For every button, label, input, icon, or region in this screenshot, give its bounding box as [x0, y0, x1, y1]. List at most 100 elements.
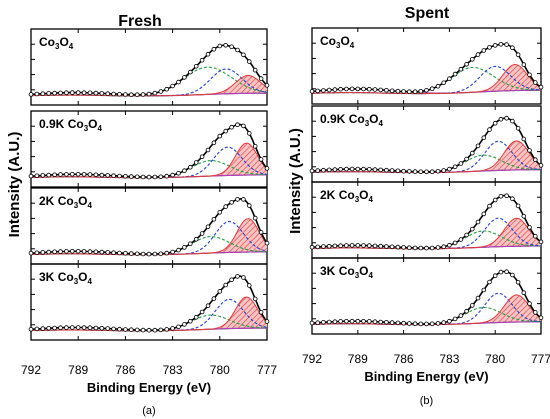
data-point	[326, 243, 332, 249]
data-point	[332, 243, 338, 249]
sample-label-mid: O	[78, 194, 87, 208]
data-point	[252, 67, 258, 73]
panel-label: (b)	[420, 395, 433, 407]
component-red-area	[312, 64, 541, 94]
component-green-line	[312, 154, 541, 174]
data-point	[532, 157, 538, 163]
data-point	[315, 88, 321, 94]
sample-label-sub: 4	[87, 201, 92, 210]
data-point	[129, 174, 134, 179]
data-point	[258, 157, 264, 162]
component-green-line	[312, 66, 542, 94]
sample-label-main: Co	[39, 35, 55, 49]
data-point	[406, 321, 412, 326]
data-point	[182, 245, 187, 250]
data-point	[532, 310, 538, 315]
data-point	[418, 321, 424, 327]
data-point	[424, 321, 429, 327]
data-point	[344, 243, 349, 248]
data-point	[395, 320, 401, 326]
panel-title: Spent	[405, 5, 450, 22]
data-point	[504, 115, 509, 121]
data-point	[46, 91, 51, 96]
data-point	[458, 237, 464, 242]
sample-label-main: Co	[68, 117, 84, 131]
data-point	[81, 90, 87, 95]
sample-label-main: Co	[349, 112, 365, 126]
component-red-area	[31, 143, 267, 178]
x-tick-label: 777	[531, 352, 550, 366]
data-point	[469, 56, 475, 62]
sample-label-mid: O	[88, 117, 97, 131]
data-point	[538, 84, 544, 90]
data-point	[129, 92, 134, 97]
data-point	[93, 172, 99, 178]
data-point	[395, 88, 401, 94]
data-point	[418, 89, 424, 94]
data-point	[401, 320, 406, 326]
data-point	[70, 325, 75, 330]
data-point	[447, 318, 452, 324]
data-point	[464, 232, 469, 238]
data-point	[46, 249, 51, 255]
data-point	[326, 319, 332, 325]
subplot-2: 2K Co3O4	[28, 187, 270, 265]
data-point	[452, 71, 458, 77]
data-point	[129, 327, 134, 333]
component-green-line	[311, 230, 542, 250]
data-point	[447, 242, 452, 248]
sample-label-prefix: 2K	[320, 188, 339, 202]
data-point	[229, 44, 234, 50]
sample-label: 2K Co3O4	[39, 194, 92, 210]
data-point	[117, 173, 122, 179]
data-point	[510, 272, 515, 278]
sample-label-mid: O	[369, 112, 378, 126]
data-point	[264, 83, 270, 88]
data-point	[412, 169, 418, 174]
subplot-3: 3K Co3O4	[309, 257, 544, 335]
data-point	[164, 327, 170, 332]
data-point	[344, 318, 349, 324]
data-point	[58, 90, 63, 96]
component-blue-line	[312, 65, 542, 95]
data-point	[521, 214, 527, 219]
y-axis-label: Intensity (A.U.)	[287, 128, 304, 234]
data-point	[241, 123, 246, 129]
sample-label-sub: 3	[84, 124, 89, 133]
data-point	[264, 319, 270, 324]
data-point	[93, 249, 99, 255]
data-point	[424, 169, 429, 175]
data-point	[158, 89, 164, 94]
data-point	[332, 319, 338, 325]
data-point	[193, 236, 199, 242]
x-tick-label: 780	[485, 352, 505, 366]
data-point	[321, 88, 326, 93]
data-point	[406, 169, 412, 174]
data-point	[140, 327, 146, 333]
data-point	[211, 46, 217, 52]
data-point	[188, 69, 193, 75]
data-point	[492, 43, 498, 48]
component-green-line	[312, 306, 542, 326]
sample-label-sub: 4	[350, 41, 355, 50]
data-point	[64, 249, 69, 254]
data-point	[338, 319, 343, 324]
data-point	[355, 318, 361, 324]
data-point	[258, 309, 264, 315]
data-point	[326, 87, 332, 93]
data-point	[205, 147, 211, 153]
data-point	[188, 318, 193, 324]
data-point	[321, 244, 326, 249]
data-point	[447, 76, 452, 81]
data-point	[134, 92, 140, 97]
data-point	[504, 193, 509, 199]
data-point	[475, 295, 481, 301]
data-point	[349, 318, 355, 324]
data-point	[487, 279, 492, 285]
sample-label-sub: 4	[69, 42, 74, 51]
data-point	[99, 172, 105, 178]
x-axis-label: Binding Energy (eV)	[87, 380, 211, 395]
data-point	[241, 275, 246, 280]
